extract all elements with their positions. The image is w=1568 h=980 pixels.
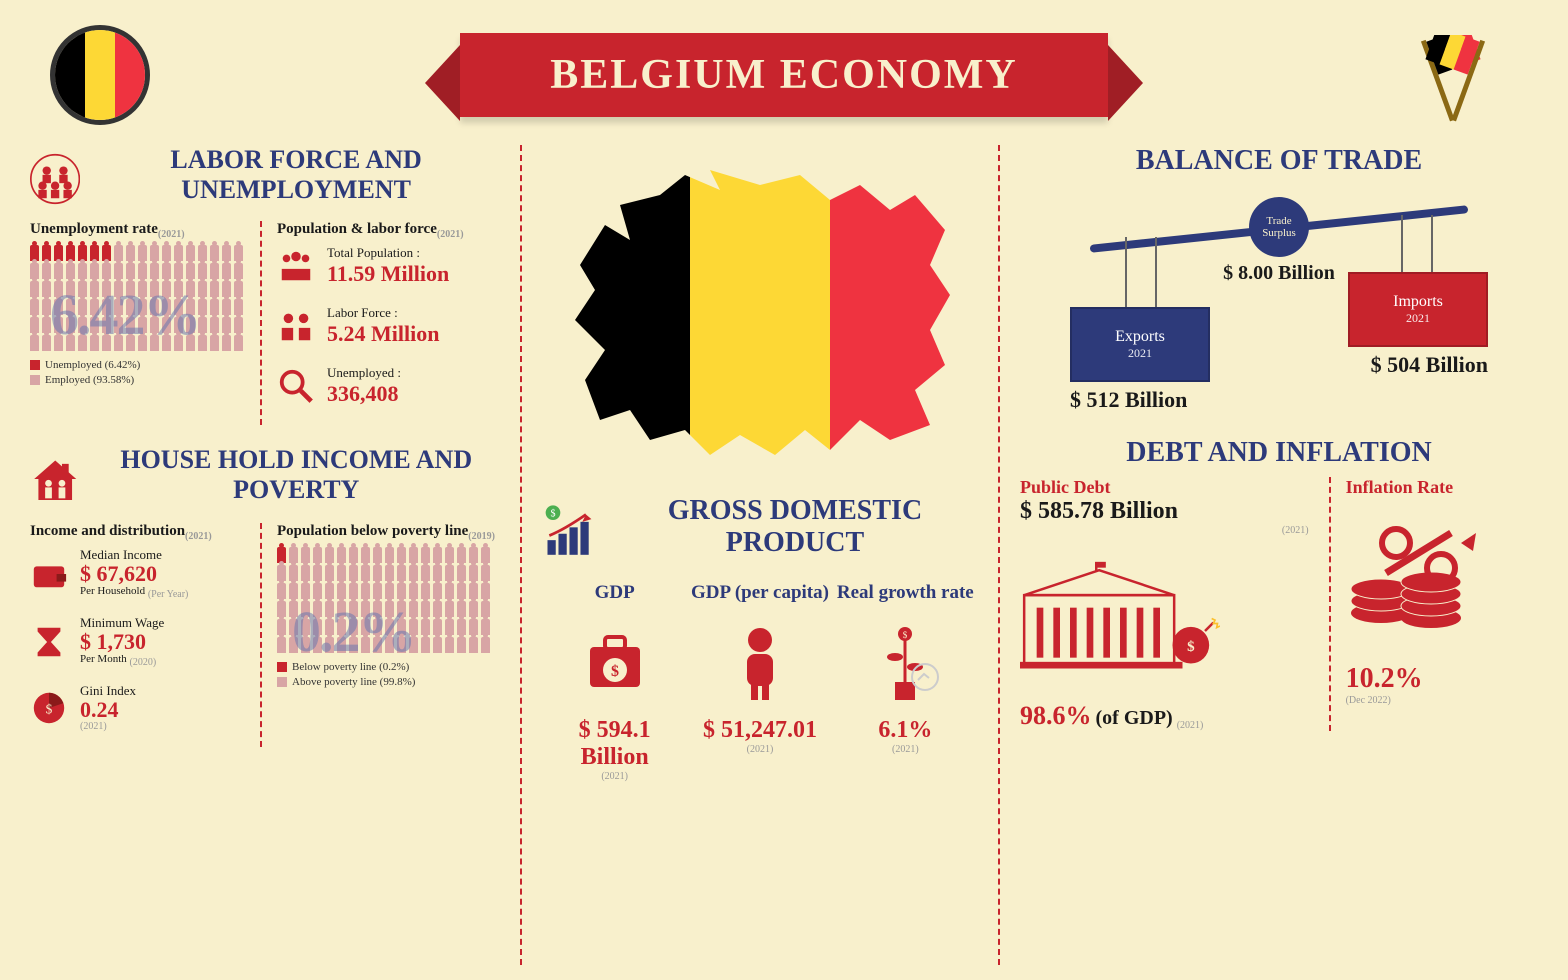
labor-title: LABOR FORCE AND UNEMPLOYMENT — [92, 145, 500, 205]
unemployment-year: (2021) — [158, 229, 185, 240]
legend-above-poverty: Above poverty line (99.8%) — [292, 676, 415, 688]
median-sub-year: (Per Year) — [148, 589, 189, 600]
growth-plant-icon: $ — [870, 622, 940, 702]
svg-text:$: $ — [1187, 639, 1195, 655]
legend-unemployed: Unemployed (6.42%) — [45, 359, 140, 371]
person-icon — [725, 622, 795, 702]
exports-year: 2021 — [1128, 346, 1152, 361]
percap-label: GDP (per capita) — [687, 582, 832, 604]
government-building-icon: $ — [1020, 551, 1220, 681]
inflation-year: (Dec 2022) — [1346, 695, 1538, 706]
percap-year: (2021) — [687, 744, 832, 755]
svg-text:$: $ — [903, 630, 908, 640]
debt-pct: 98.6% — [1020, 701, 1092, 730]
inflation-panel: Inflation Rate 10.2% (Dec 2022) — [1329, 477, 1538, 731]
gdp-title: GROSS DOMESTIC PRODUCT — [612, 495, 978, 559]
surplus-val: $ 8.00 Billion — [1223, 262, 1335, 285]
imports-year: 2021 — [1406, 311, 1430, 326]
left-column: LABOR FORCE AND UNEMPLOYMENT Unemploymen… — [30, 145, 500, 965]
percap-val: $ 51,247.01 — [687, 717, 832, 744]
poverty-pct: 0.2% — [292, 598, 415, 665]
svg-text:$: $ — [611, 663, 619, 680]
public-debt-label: Public Debt — [1020, 477, 1309, 498]
public-debt-val: $ 585.78 Billion — [1020, 498, 1309, 525]
header: BELGIUM ECONOMY — [30, 20, 1538, 130]
pie-dollar-icon: $ — [30, 689, 68, 727]
trade-surplus-label: Trade Surplus — [1249, 197, 1309, 257]
total-pop-val: 11.59 Million — [327, 261, 449, 287]
inflation-label: Inflation Rate — [1346, 477, 1538, 498]
unemployment-rate-label: Unemployment rate — [30, 221, 158, 237]
gdp-total: GDP $ $ 594.1 Billion (2021) — [542, 582, 687, 782]
income-year: (2021) — [185, 531, 212, 542]
exports-val: $ 512 Billion — [1070, 387, 1187, 413]
unemployment-panel: Unemployment rate(2021) 6.42% Unemployed… — [30, 221, 245, 425]
gini-year: (2021) — [80, 721, 136, 732]
gini-val: 0.24 — [80, 699, 136, 721]
poverty-panel: Population below poverty line(2019) 0.2%… — [260, 523, 500, 747]
trade-title: BALANCE OF TRADE — [1020, 145, 1538, 177]
gdp-percapita: GDP (per capita) $ 51,247.01 (2021) — [687, 582, 832, 782]
imports-crate: Imports 2021 — [1348, 272, 1488, 347]
of-gdp-year: (2021) — [1177, 720, 1204, 731]
crossed-flags-icon — [1383, 35, 1523, 125]
wallet-icon — [30, 555, 68, 593]
people-group-icon — [30, 149, 80, 209]
debt-title: DEBT AND INFLATION — [1020, 437, 1538, 469]
unemployed-label: Unemployed : — [327, 365, 401, 381]
exports-label: Exports — [1115, 328, 1165, 346]
briefcase-money-icon: $ — [580, 622, 650, 702]
svg-text:$: $ — [46, 702, 53, 717]
flag-circle-icon — [50, 25, 150, 125]
pop-labor-label: Population & labor force — [277, 221, 437, 237]
balance-scale-graphic: Trade Surplus $ 8.00 Billion Exports 202… — [1040, 187, 1518, 407]
exports-crate: Exports 2021 — [1070, 307, 1210, 382]
pop-year: (2021) — [437, 229, 464, 240]
median-sub: Per Household — [80, 585, 145, 597]
income-dist-label: Income and distribution — [30, 523, 185, 539]
median-income-val: $ 67,620 — [80, 563, 188, 585]
population-panel: Population & labor force(2021) Total Pop… — [260, 221, 500, 425]
gdp-label: GDP — [542, 582, 687, 604]
gdp-growth: Real growth rate $ 6.1% (2021) — [833, 582, 978, 782]
labor-force-val: 5.24 Million — [327, 321, 439, 347]
workers-icon — [277, 307, 315, 345]
legend-employed: Employed (93.58%) — [45, 374, 134, 386]
labor-force-label: Labor Force : — [327, 305, 439, 321]
crowd-icon — [277, 247, 315, 285]
hourglass-icon — [30, 623, 68, 661]
income-panel: Income and distribution(2021) Median Inc… — [30, 523, 245, 747]
total-pop-label: Total Population : — [327, 245, 449, 261]
inflation-val: 10.2% — [1346, 663, 1538, 695]
debt-year: (2021) — [1020, 525, 1309, 536]
poverty-year: (2019) — [468, 531, 495, 542]
public-debt-panel: Public Debt $ 585.78 Billion (2021) $ — [1020, 477, 1309, 731]
right-column: BALANCE OF TRADE Trade Surplus $ 8.00 Bi… — [1020, 145, 1538, 965]
unemployed-val: 336,408 — [327, 381, 401, 407]
household-title: HOUSE HOLD INCOME AND POVERTY — [92, 445, 500, 505]
middle-column: $ GROSS DOMESTIC PRODUCT GDP $ $ 594.1 B… — [520, 145, 1000, 965]
inflation-coins-icon — [1346, 513, 1486, 643]
magnifier-icon — [277, 367, 315, 405]
min-wage-val: $ 1,730 — [80, 631, 164, 653]
belgium-map — [542, 145, 978, 485]
gdp-val: $ 594.1 Billion — [542, 717, 687, 771]
title-banner: BELGIUM ECONOMY — [460, 33, 1108, 117]
imports-label: Imports — [1393, 293, 1443, 311]
wage-year: (2020) — [130, 657, 157, 668]
wage-sub: Per Month — [80, 653, 127, 665]
gdp-year: (2021) — [542, 771, 687, 782]
growth-year: (2021) — [833, 744, 978, 755]
chart-dollar-icon: $ — [542, 501, 597, 561]
growth-label: Real growth rate — [833, 582, 978, 604]
poverty-label: Population below poverty line — [277, 523, 468, 539]
of-gdp-label: (of GDP) — [1096, 707, 1173, 729]
imports-val: $ 504 Billion — [1371, 352, 1488, 378]
unemployment-pct: 6.42% — [50, 281, 200, 348]
svg-text:$: $ — [550, 508, 555, 519]
growth-val: 6.1% — [833, 717, 978, 744]
house-family-icon — [30, 449, 80, 509]
